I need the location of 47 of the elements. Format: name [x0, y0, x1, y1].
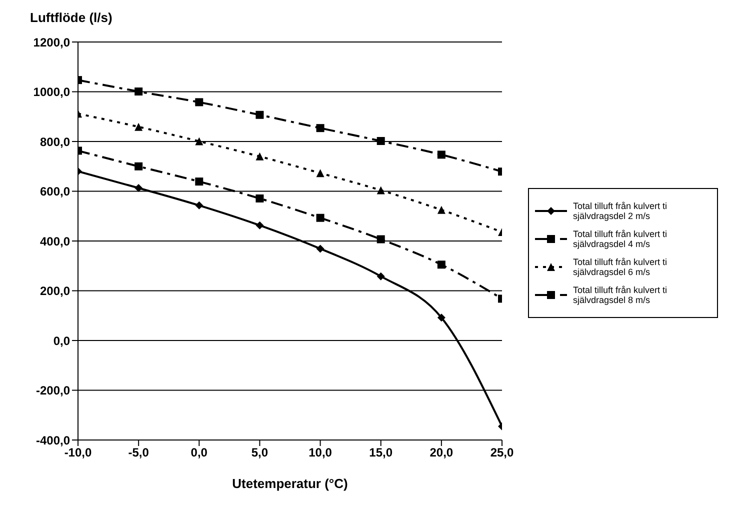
point: [256, 221, 264, 230]
point: [437, 260, 446, 269]
point: [437, 206, 446, 214]
x-tick-label: -5,0: [128, 446, 150, 460]
y-tick-label: 800,0: [40, 134, 70, 149]
y-tick-label: 600,0: [40, 184, 70, 199]
point: [376, 186, 385, 194]
point: [134, 88, 143, 96]
point: [316, 169, 324, 178]
y-tick-label: 1000,0: [33, 85, 70, 100]
y-tick-label: 200,0: [40, 284, 70, 298]
point: [195, 137, 204, 146]
x-tick-label: 5,0: [251, 446, 268, 460]
x-tick-label: 0,0: [190, 446, 208, 460]
point: [316, 124, 324, 132]
legend-label: Total tilluft från kulvert ti självdragsdel 8 m/s: [573, 285, 668, 305]
point: [316, 244, 324, 253]
point: [376, 235, 385, 244]
point: [376, 137, 385, 146]
x-tick-label: 25,0: [490, 446, 514, 460]
y-tick-label: -200,0: [36, 384, 70, 398]
y-axis-title: Luftflöde (l/s): [30, 10, 112, 25]
y-tick-label: 400,0: [40, 234, 70, 248]
point: [437, 150, 446, 159]
point: [134, 122, 143, 131]
point: [134, 162, 143, 170]
x-tick-label: 15,0: [369, 446, 393, 460]
point: [256, 152, 264, 160]
legend-label: Total tilluft från kulvert ti självdragsdel 6 m/s: [573, 257, 668, 277]
legend-label: Total tilluft från kulvert ti självdragsdel 2 m/s: [573, 201, 668, 221]
point: [256, 194, 264, 202]
x-tick-label: 10,0: [308, 446, 332, 460]
x-tick-label: 20,0: [430, 446, 454, 460]
point: [376, 272, 385, 280]
y-tick-label: 0,0: [53, 334, 70, 348]
y-tick-label: -400,0: [36, 433, 70, 448]
point: [134, 184, 143, 192]
point: [437, 314, 446, 322]
point: [195, 98, 204, 106]
x-tick-label: -10,0: [64, 446, 92, 460]
point: [256, 110, 264, 119]
point: [195, 201, 204, 210]
point: [195, 178, 204, 186]
legend-label: Total tilluft från kulvert ti självdragsdel 4 m/s: [573, 229, 668, 249]
point: [316, 214, 324, 222]
y-tick-label: 1200,0: [33, 35, 70, 50]
x-axis-title: Utetemperatur (°C): [232, 476, 348, 491]
